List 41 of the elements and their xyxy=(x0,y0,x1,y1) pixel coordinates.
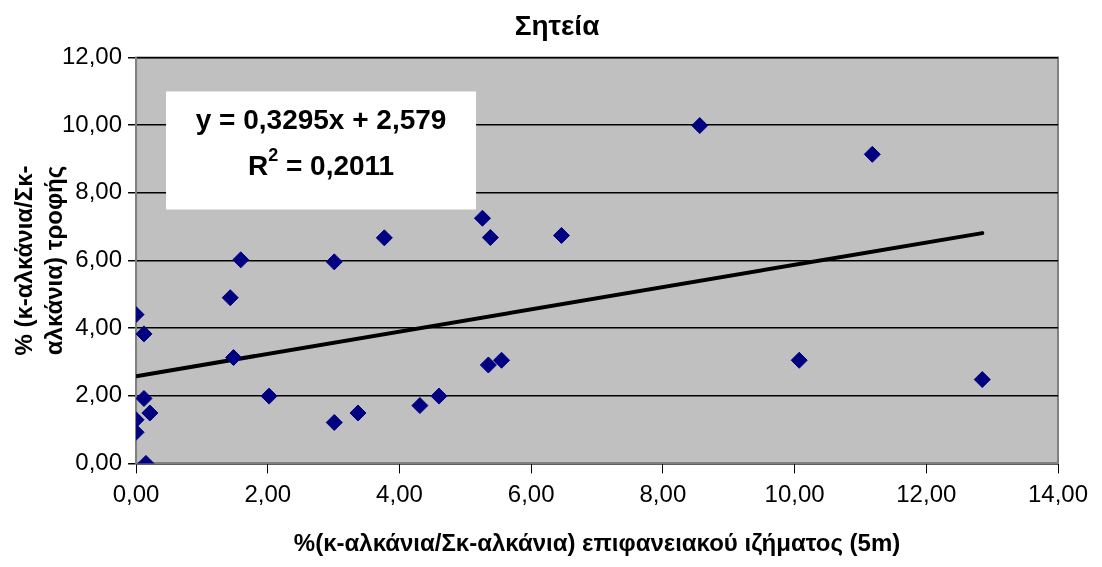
point xyxy=(325,253,343,271)
point xyxy=(325,413,343,431)
point xyxy=(481,229,499,247)
point xyxy=(136,389,153,407)
y-tick-label: 12,00 xyxy=(62,42,123,70)
point xyxy=(790,351,808,369)
y-tick-label: 6,00 xyxy=(75,245,123,273)
point xyxy=(260,387,278,405)
x-tick-label: 0,00 xyxy=(112,480,160,508)
point xyxy=(973,371,991,389)
point xyxy=(136,325,153,343)
y-tick-label: 0,00 xyxy=(75,448,123,476)
x-tick-label: 12,00 xyxy=(896,480,957,508)
y-tick-label: 10,00 xyxy=(62,109,123,137)
y-tick-label: 4,00 xyxy=(75,312,123,340)
point xyxy=(552,226,570,244)
x-tick-label: 8,00 xyxy=(639,480,687,508)
x-axis-title: %(κ-αλκάνια/Σκ-αλκάνια) επιφανειακού ιζήματος (5m) xyxy=(293,529,901,557)
point xyxy=(225,349,243,367)
point xyxy=(430,387,448,405)
x-tick-label: 14,00 xyxy=(1027,480,1089,508)
point xyxy=(375,229,393,247)
x-tick-label: 10,00 xyxy=(764,480,825,508)
y-tick-label: 8,00 xyxy=(75,177,123,205)
point xyxy=(863,145,881,163)
x-tick-label: 4,00 xyxy=(376,480,423,508)
point xyxy=(493,351,511,369)
point xyxy=(221,289,239,307)
point xyxy=(232,251,250,269)
x-tick-label: 2,00 xyxy=(244,480,292,508)
point xyxy=(411,397,429,415)
chart-title: Σητεία xyxy=(514,9,600,41)
y-axis-title: % (κ-αλκάνια/Σκ-αλκάνια) τροφής xyxy=(9,165,67,356)
x-tick-label: 6,00 xyxy=(507,480,555,508)
annotation: y = 0,3295x + 2,579 xyxy=(195,104,447,136)
point xyxy=(141,404,159,422)
point xyxy=(691,117,709,135)
point xyxy=(349,404,367,422)
y-tick-label: 2,00 xyxy=(75,380,123,408)
point xyxy=(479,356,497,374)
point xyxy=(473,209,491,227)
